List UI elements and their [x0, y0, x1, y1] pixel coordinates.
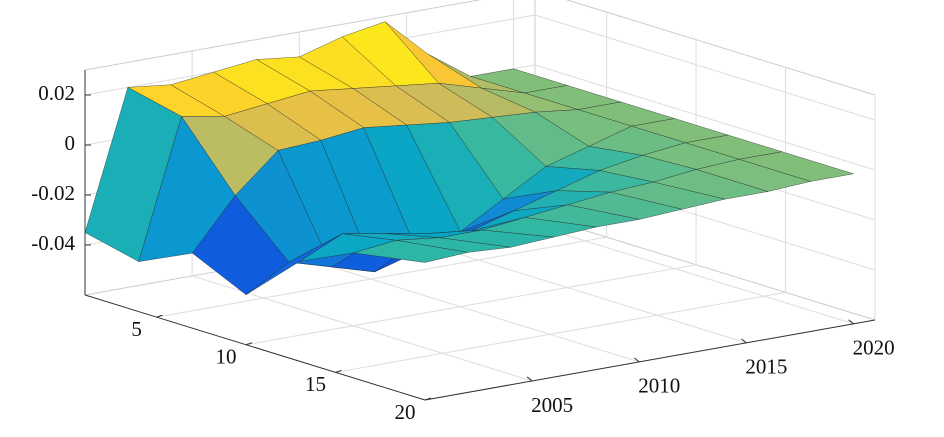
y-tick-label: 15 — [305, 372, 326, 396]
grid-line — [513, 218, 854, 325]
y-tick-label: 10 — [216, 345, 237, 369]
grid-line — [191, 275, 533, 382]
grid-line — [534, 64, 876, 171]
x-tick-label: 2010 — [638, 374, 680, 398]
tick-mark — [424, 397, 432, 401]
x-tick-label: 2005 — [531, 393, 573, 417]
tick-mark — [848, 319, 854, 325]
axis-line — [424, 319, 876, 401]
tick-mark — [156, 314, 163, 318]
z-tick-label: -0.02 — [31, 181, 75, 205]
grid-line — [335, 291, 786, 373]
grid-line — [245, 264, 697, 346]
box-edge — [565, 0, 876, 96]
axis-line — [84, 294, 426, 401]
x-tick-label: 2020 — [853, 336, 895, 360]
z-tick-label: 0 — [65, 131, 76, 155]
y-tick-label: 20 — [395, 400, 416, 424]
grid-line — [406, 237, 747, 344]
grid-line — [156, 236, 607, 318]
tick-mark — [245, 342, 253, 346]
box-edge — [84, 0, 482, 71]
surface-patch — [353, 240, 468, 263]
z-tick-label: 0.02 — [38, 81, 75, 105]
x-tick-label: 2015 — [745, 355, 787, 379]
grid-line — [299, 256, 640, 363]
grid-line — [534, 14, 876, 121]
tick-mark — [526, 376, 533, 382]
box-edge — [534, 214, 876, 321]
z-tick-label: -0.04 — [31, 231, 75, 255]
tick-mark — [335, 369, 342, 373]
y-tick-label: 5 — [131, 317, 142, 341]
tick-mark — [741, 338, 747, 344]
tick-mark — [633, 357, 640, 363]
